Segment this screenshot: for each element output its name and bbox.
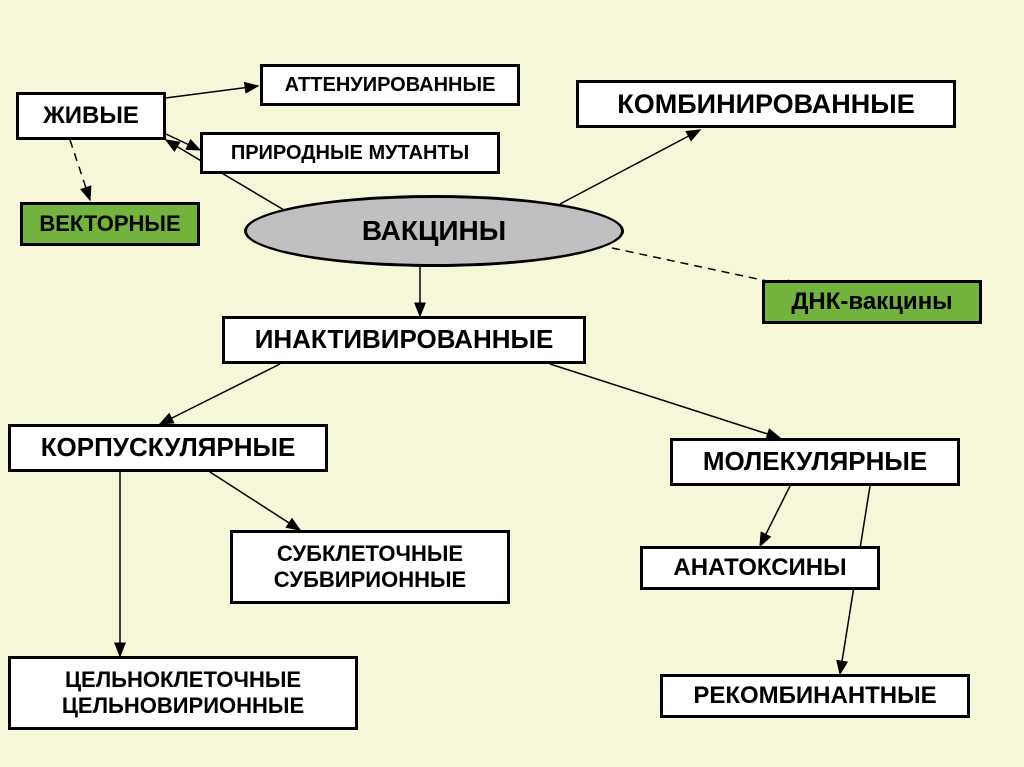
- edge-zhivye-attenu: [150, 86, 258, 100]
- node-label-korpus: КОРПУСКУЛЯРНЫЕ: [41, 432, 296, 463]
- node-label-prirod: ПРИРОДНЫЕ МУТАНТЫ: [231, 141, 469, 165]
- node-label-dnk: ДНК-вакцины: [791, 288, 952, 317]
- node-attenu: АТТЕНУИРОВАННЫЕ: [260, 64, 520, 106]
- node-label-subkl: СУБКЛЕТОЧНЫЕ СУБВИРИОННЫЕ: [274, 541, 466, 594]
- edge-inakt-korpus: [160, 364, 280, 424]
- node-inakt: ИНАКТИВИРОВАННЫЕ: [222, 316, 586, 364]
- node-label-kombin: КОМБИНИРОВАННЫЕ: [617, 88, 914, 120]
- node-center: ВАКЦИНЫ: [244, 195, 624, 267]
- node-zhivye: ЖИВЫЕ: [16, 92, 166, 140]
- node-label-anatox: АНАТОКСИНЫ: [673, 554, 846, 583]
- edge-inakt-molek: [550, 364, 780, 438]
- node-label-attenu: АТТЕНУИРОВАННЫЕ: [285, 73, 496, 97]
- edge-korpus-subkl: [210, 472, 300, 530]
- node-subkl: СУБКЛЕТОЧНЫЕ СУБВИРИОННЫЕ: [230, 530, 510, 604]
- node-label-molek: МОЛЕКУЛЯРНЫЕ: [703, 446, 927, 477]
- node-celno: ЦЕЛЬНОКЛЕТОЧНЫЕ ЦЕЛЬНОВИРИОННЫЕ: [8, 656, 358, 730]
- edge-center-kombin: [560, 130, 700, 204]
- node-label-vektor: ВЕКТОРНЫЕ: [39, 211, 180, 237]
- edge-molek-anatox: [760, 486, 790, 546]
- edge-zhivye-prirod: [166, 134, 200, 150]
- node-anatox: АНАТОКСИНЫ: [640, 546, 880, 590]
- node-label-center: ВАКЦИНЫ: [362, 215, 506, 247]
- node-label-celno: ЦЕЛЬНОКЛЕТОЧНЫЕ ЦЕЛЬНОВИРИОННЫЕ: [62, 667, 304, 720]
- edge-zhivye-vektor: [70, 140, 90, 200]
- node-kombin: КОМБИНИРОВАННЫЕ: [576, 80, 956, 128]
- node-dnk: ДНК-вакцины: [762, 280, 982, 324]
- node-prirod: ПРИРОДНЫЕ МУТАНТЫ: [200, 132, 500, 174]
- node-rekomb: РЕКОМБИНАНТНЫЕ: [660, 674, 970, 718]
- node-korpus: КОРПУСКУЛЯРНЫЕ: [8, 424, 328, 472]
- node-vektor: ВЕКТОРНЫЕ: [20, 202, 200, 246]
- node-label-inakt: ИНАКТИВИРОВАННЫЕ: [255, 324, 554, 355]
- node-label-zhivye: ЖИВЫЕ: [43, 102, 139, 131]
- node-label-rekomb: РЕКОМБИНАНТНЫЕ: [693, 682, 936, 711]
- node-molek: МОЛЕКУЛЯРНЫЕ: [670, 438, 960, 486]
